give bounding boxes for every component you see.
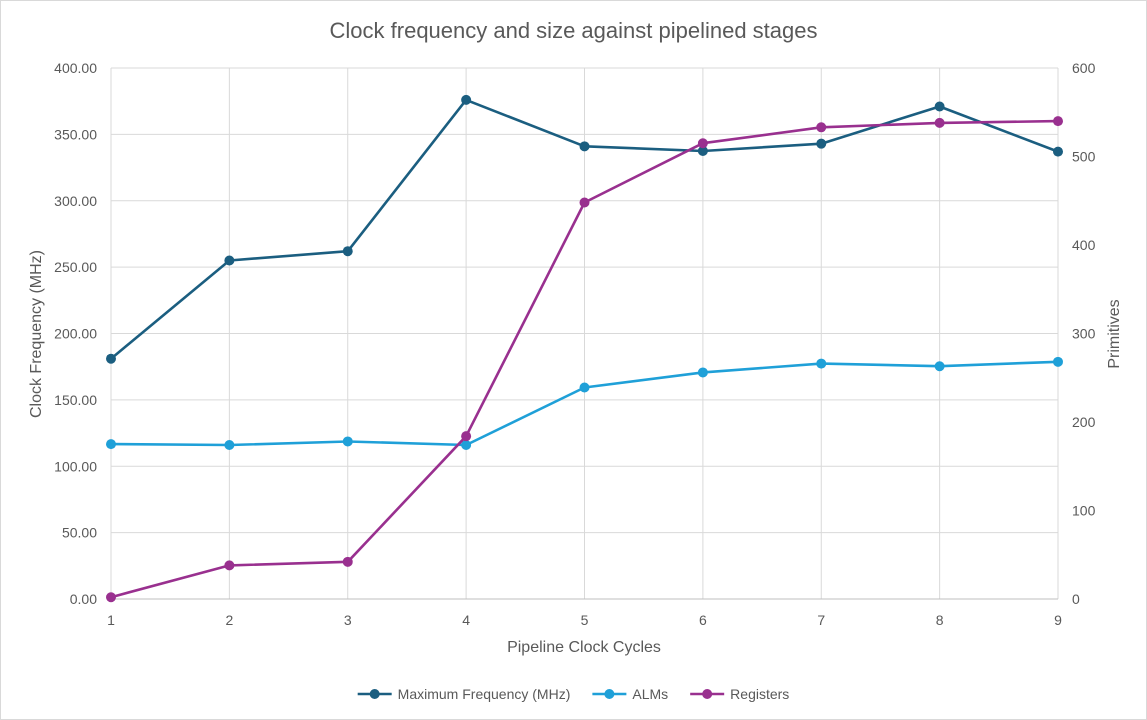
data-point (1053, 356, 1063, 367)
x-tick-label: 8 (936, 612, 944, 628)
y2-tick-label: 200 (1072, 414, 1096, 430)
legend-item-registers: Registers (690, 686, 789, 702)
data-point (816, 122, 827, 133)
x-tick-label: 6 (699, 612, 707, 628)
x-tick-label: 4 (462, 612, 470, 628)
x-tick-label: 3 (344, 612, 352, 628)
legend: Maximum Frequency (MHz) ALMs Registers (357, 686, 789, 702)
y2-tick-label: 100 (1072, 503, 1096, 519)
data-point (224, 560, 235, 571)
legend-swatch-marker (604, 689, 615, 699)
y2-axis-title: Primitives (1106, 299, 1123, 368)
y-tick-label: 150.00 (54, 392, 97, 408)
data-point (342, 246, 353, 257)
series-alms (106, 356, 1063, 451)
data-point (934, 117, 945, 128)
x-axis-title: Pipeline Clock Cycles (507, 639, 661, 656)
y-tick-label: 50.00 (62, 525, 97, 541)
data-point (934, 101, 945, 112)
data-point (106, 592, 116, 603)
y2-tick-label: 400 (1072, 237, 1096, 253)
data-point (461, 440, 472, 451)
y-axis-title: Clock Frequency (MHz) (28, 250, 45, 418)
data-point (342, 556, 353, 567)
legend-swatch-marker (369, 689, 380, 699)
data-point (1053, 116, 1063, 127)
y-tick-label: 200.00 (54, 326, 97, 342)
x-tick-label: 1 (107, 612, 115, 628)
legend-swatch-marker (702, 689, 713, 699)
data-point (461, 431, 472, 442)
y-tick-label: 100.00 (54, 458, 97, 474)
y-tick-label: 300.00 (54, 193, 97, 209)
data-point (224, 255, 235, 266)
y2-tick-label: 600 (1072, 60, 1096, 76)
series-maximum-frequency-mhz (106, 94, 1063, 364)
y2-tick-label: 0 (1072, 591, 1080, 607)
x-tick-label: 7 (817, 612, 825, 628)
y-tick-label: 0.00 (70, 591, 97, 607)
data-point (1053, 146, 1063, 157)
data-point (697, 138, 708, 149)
legend-item-alms: ALMs (592, 686, 668, 702)
data-point (934, 361, 945, 372)
axis-layer: 0.00 50.00 100.00 150.00 200.00 250.00 300.00 3… (54, 60, 1095, 628)
y2-tick-label: 500 (1072, 149, 1096, 165)
data-point (697, 145, 708, 156)
data-point (224, 440, 235, 451)
series-registers (106, 116, 1063, 603)
data-point (106, 439, 116, 450)
legend-item-maximum-frequency-mhz: Maximum Frequency (MHz) (357, 686, 571, 702)
series-layer (106, 94, 1063, 603)
y2-tick-label: 300 (1072, 326, 1096, 342)
y-tick-label: 250.00 (54, 259, 97, 275)
data-point (816, 358, 827, 369)
x-tick-label: 2 (225, 612, 233, 628)
legend-label: Maximum Frequency (MHz) (398, 686, 571, 702)
data-point (579, 141, 590, 152)
data-point (342, 436, 353, 447)
chart-title: Clock frequency and size against pipelin… (330, 18, 818, 43)
legend-label: Registers (730, 686, 789, 702)
data-point (816, 138, 827, 149)
data-point (579, 382, 590, 393)
y-tick-label: 350.00 (54, 126, 97, 142)
data-point (106, 353, 116, 364)
legend-label: ALMs (632, 686, 668, 702)
y-tick-label: 400.00 (54, 60, 97, 76)
x-tick-label: 5 (581, 612, 589, 628)
data-point (461, 94, 472, 105)
data-point (579, 197, 590, 208)
x-tick-label: 9 (1054, 612, 1062, 628)
data-point (697, 367, 708, 378)
